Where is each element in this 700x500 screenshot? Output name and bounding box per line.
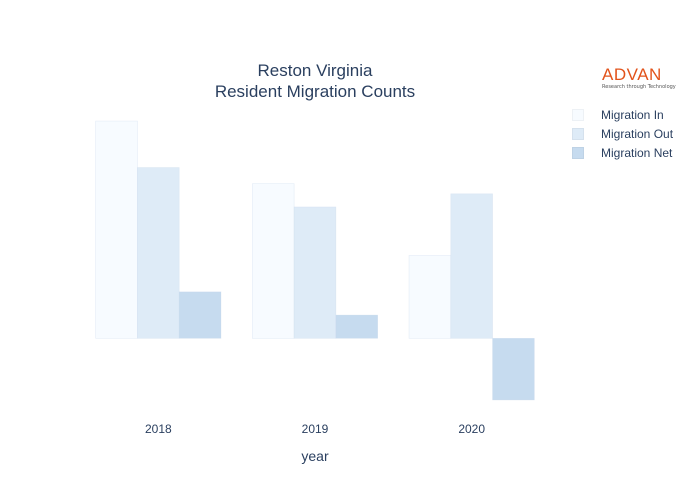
brand-logo: ADVAN Research through Technology xyxy=(602,65,676,91)
bar-migration-net-2018[interactable] xyxy=(178,291,222,339)
legend-item[interactable]: Migration In xyxy=(572,105,673,124)
legend-label: Migration Out xyxy=(601,126,674,141)
bar-migration-in-2019[interactable] xyxy=(252,183,295,339)
legend-item[interactable]: Migration Out xyxy=(572,124,673,143)
x-tick-label: 2019 xyxy=(302,422,329,436)
bar-migration-out-2020[interactable] xyxy=(450,193,493,339)
legend-swatch xyxy=(572,127,584,140)
legend-label: Migration In xyxy=(601,107,664,122)
x-tick-label: 2020 xyxy=(458,422,485,436)
legend-item[interactable]: Migration Net xyxy=(572,143,673,162)
bar-migration-in-2020[interactable] xyxy=(408,255,452,339)
x-axis-title: year xyxy=(301,448,329,464)
x-axis-tick-labels: 2018 2019 2020 xyxy=(145,422,485,436)
legend-swatch xyxy=(572,146,584,159)
brand-tagline: Research through Technology xyxy=(602,84,676,90)
legend-label: Migration Net xyxy=(601,145,673,160)
bars-layer xyxy=(95,120,535,401)
bar-migration-in-2018[interactable] xyxy=(95,120,138,339)
bar-migration-net-2019[interactable] xyxy=(335,314,378,339)
bar-migration-out-2019[interactable] xyxy=(293,206,337,339)
chart-title-line-1: Reston Virginia xyxy=(258,61,374,80)
chart-title: Reston Virginia Resident Migration Count… xyxy=(215,61,415,101)
x-tick-label: 2018 xyxy=(145,422,172,436)
brand-name: ADVAN xyxy=(602,65,662,84)
bar-migration-net-2020[interactable] xyxy=(492,338,535,401)
chart-title-line-2: Resident Migration Counts xyxy=(215,82,415,101)
legend-swatch xyxy=(572,108,584,121)
legend: Migration In Migration Out Migration Net xyxy=(572,105,673,162)
bar-migration-out-2018[interactable] xyxy=(137,167,180,339)
